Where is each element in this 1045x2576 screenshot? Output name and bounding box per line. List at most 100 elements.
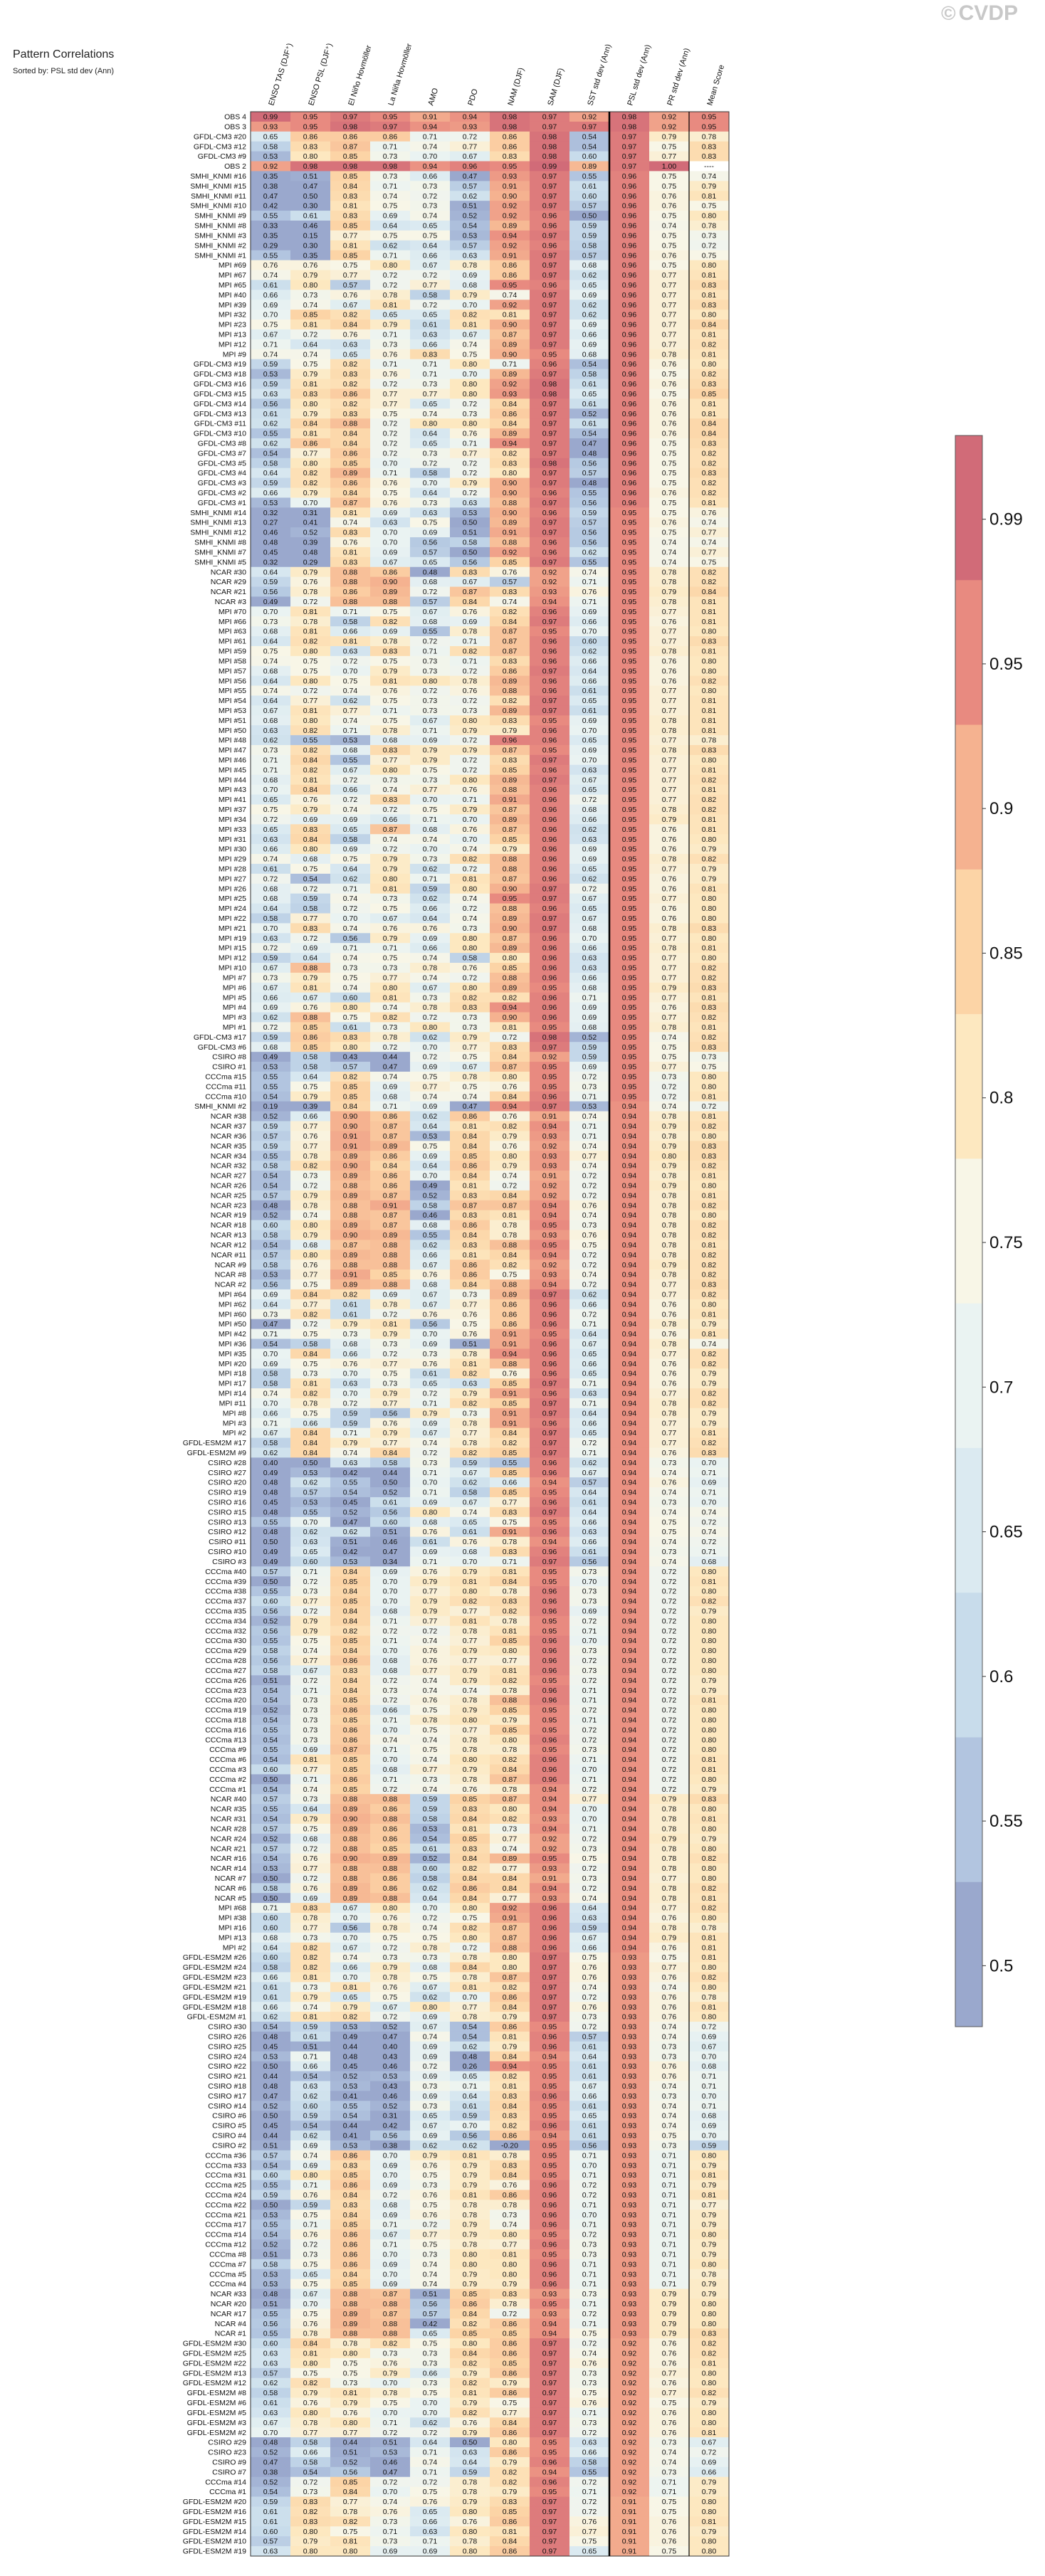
cell-value: 0.94	[622, 1162, 637, 1171]
cell-value: 0.73	[263, 1310, 278, 1319]
cell-value: 0.47	[303, 182, 318, 191]
cell-value: 0.90	[503, 479, 518, 487]
heatmap-cell	[450, 131, 490, 142]
cell-value: 0.81	[343, 548, 358, 556]
cell-value: 0.94	[622, 1558, 637, 1566]
cell-value: 0.96	[542, 1370, 557, 1378]
cell-value: 0.76	[383, 350, 398, 359]
cell-value: 0.75	[463, 1082, 478, 1091]
cell-value: 0.73	[423, 449, 438, 458]
cell-value: 0.79	[503, 845, 518, 854]
cell-value: 0.64	[423, 241, 438, 250]
cell-value: 0.58	[263, 914, 278, 923]
cell-value: 0.96	[622, 439, 637, 448]
cell-value: 0.71	[423, 648, 438, 656]
cell-value: 0.98	[343, 162, 358, 171]
cell-value: 0.76	[383, 479, 398, 487]
cell-value: 0.81	[702, 707, 717, 715]
cell-value: 0.55	[263, 212, 278, 221]
heatmap-cell	[370, 369, 410, 379]
cell-value: 0.83	[503, 1043, 518, 1052]
cell-value: 0.72	[303, 1182, 318, 1191]
cell-value: 0.71	[263, 766, 278, 774]
cell-value: 0.78	[662, 1231, 677, 1240]
cell-value: 0.68	[383, 1667, 398, 1675]
cell-value: 0.71	[343, 885, 358, 893]
cell-value: 0.82	[702, 776, 717, 784]
cell-value: 0.75	[582, 1241, 597, 1250]
cell-value: 0.76	[303, 796, 318, 804]
cell-value: 0.83	[702, 142, 717, 151]
cell-value: 0.78	[662, 746, 677, 755]
cell-value: 0.85	[343, 172, 358, 181]
heatmap-cell	[530, 220, 569, 231]
heatmap-cell	[609, 141, 649, 152]
cell-value: 0.94	[622, 1528, 637, 1536]
cell-value: 0.62	[582, 311, 597, 320]
cell-value: 0.87	[383, 1211, 398, 1220]
heatmap-cell	[490, 191, 530, 201]
cell-value: 0.54	[263, 449, 278, 458]
cell-value: 0.71	[263, 756, 278, 765]
cell-value: 0.97	[542, 1290, 557, 1299]
cell-value: 0.77	[662, 1281, 677, 1289]
cell-value: 0.63	[303, 1538, 318, 1546]
cell-value: 0.55	[582, 489, 597, 497]
cell-value: 0.85	[303, 1023, 318, 1032]
cell-value: 0.66	[383, 815, 398, 824]
cell-value: 0.78	[662, 598, 677, 606]
cell-value: 0.77	[662, 1419, 677, 1427]
cell-value: 0.81	[383, 1320, 398, 1329]
heatmap-cell	[490, 151, 530, 162]
cell-value: 0.79	[702, 1409, 717, 1418]
cell-value: 0.97	[622, 132, 637, 141]
heatmap-cell	[569, 369, 609, 379]
cell-value: 0.95	[542, 717, 557, 725]
cell-value: 0.92	[503, 380, 518, 389]
cell-value: 0.64	[582, 1489, 597, 1497]
cell-value: 0.80	[423, 420, 438, 428]
cell-value: 0.79	[463, 479, 478, 487]
cell-value: 0.81	[702, 1756, 717, 1764]
heatmap-cell	[450, 310, 490, 320]
heatmap-cell	[330, 161, 370, 171]
cell-value: 0.71	[463, 796, 478, 804]
cell-value: 0.80	[463, 885, 478, 893]
cell-value: 0.83	[702, 1003, 717, 1012]
cell-value: 0.77	[662, 1390, 677, 1398]
cell-value: 0.68	[582, 806, 597, 814]
heatmap-cell	[251, 141, 290, 152]
cell-value: 0.69	[582, 717, 597, 725]
cell-value: 0.78	[702, 132, 717, 141]
cell-value: 0.71	[423, 1489, 438, 1497]
cell-value: 0.97	[542, 894, 557, 903]
heatmap-cell	[569, 191, 609, 201]
heatmap-cell	[251, 161, 290, 171]
cell-value: 0.95	[622, 1013, 637, 1022]
cell-value: 0.58	[303, 1063, 318, 1072]
cell-value: 0.87	[343, 142, 358, 151]
heatmap-cell	[370, 161, 410, 171]
cell-value: 0.79	[303, 1231, 318, 1240]
cell-value: 0.86	[383, 568, 398, 576]
cell-value: 0.48	[263, 1201, 278, 1210]
cell-value: 0.47	[463, 172, 478, 181]
cell-value: 0.95	[542, 1568, 557, 1576]
cell-value: 0.77	[423, 390, 438, 398]
cell-value: 0.94	[622, 1756, 637, 1764]
cell-value: 0.97	[542, 430, 557, 438]
heatmap-cell	[410, 191, 450, 201]
cell-value: 0.72	[662, 1657, 677, 1665]
cell-value: 0.94	[542, 598, 557, 606]
cell-value: 0.99	[542, 162, 557, 171]
cell-value: 0.79	[463, 1667, 478, 1675]
heatmap-cell	[370, 121, 410, 132]
cell-value: 0.76	[343, 291, 358, 300]
cell-value: 0.86	[383, 132, 398, 141]
cell-value: 0.85	[303, 311, 318, 320]
cell-value: 0.97	[542, 420, 557, 428]
cell-value: 0.30	[303, 202, 318, 211]
heatmap-cell	[290, 260, 330, 270]
cell-value: 0.91	[503, 251, 518, 260]
cell-value: 0.74	[383, 1736, 398, 1744]
